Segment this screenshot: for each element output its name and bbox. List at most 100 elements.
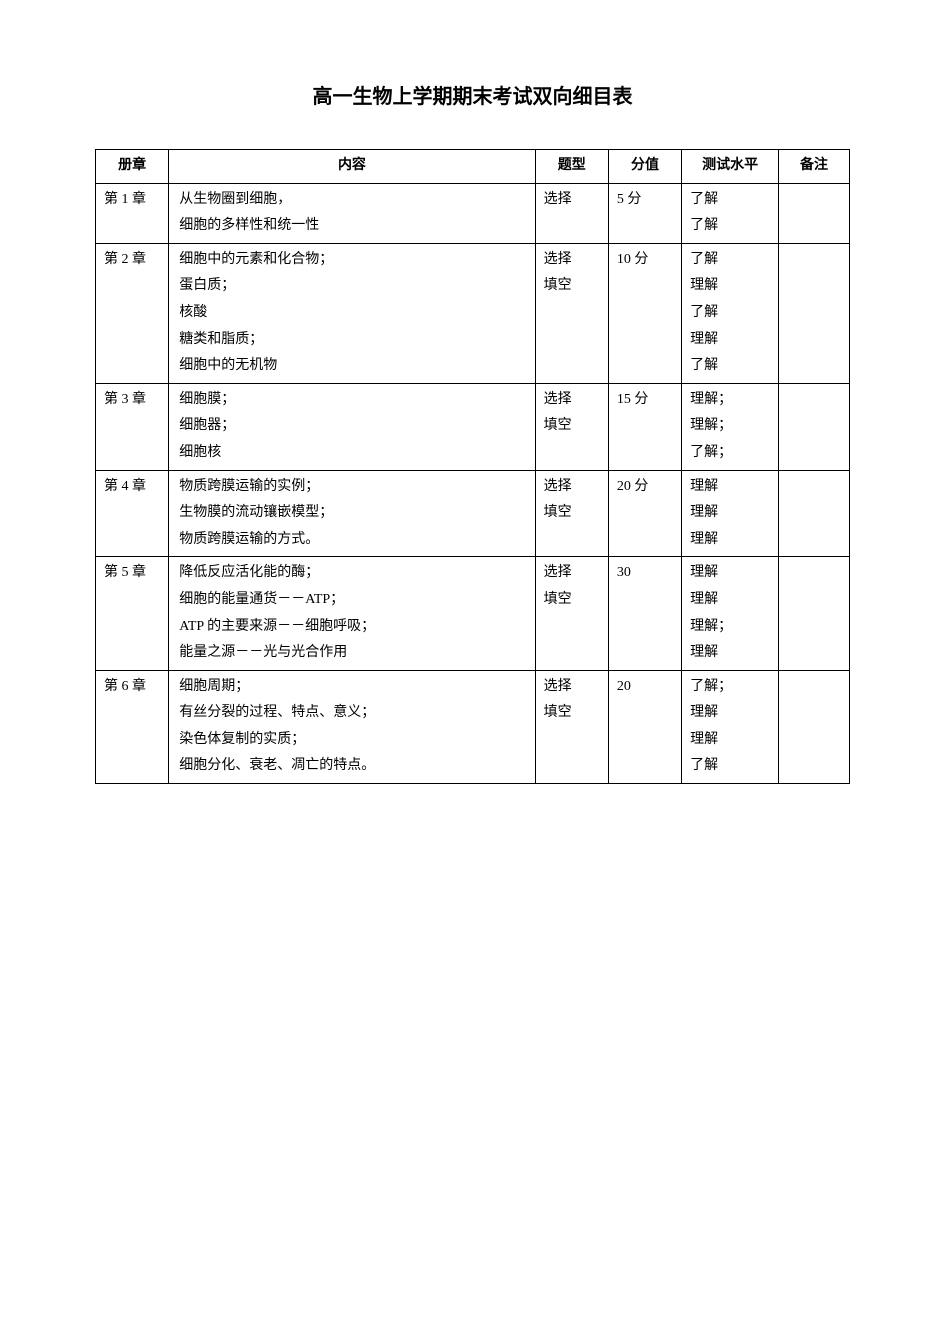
cell-score: 5 分 — [608, 183, 681, 243]
type-line: 填空 — [544, 700, 600, 727]
cell-type: 选择填空 — [535, 670, 608, 783]
table-row: 第 5 章降低反应活化能的酶；细胞的能量通货－－ATP；ATP 的主要来源－－细… — [96, 557, 850, 670]
content-line: 糖类和脂质； — [179, 327, 526, 354]
content-line: 蛋白质； — [179, 273, 526, 300]
level-line: 了解 — [690, 753, 770, 780]
cell-level: 了解了解 — [682, 183, 779, 243]
level-line: 理解 — [690, 640, 770, 667]
cell-chapter: 第 4 章 — [96, 470, 169, 557]
table-row: 第 4 章物质跨膜运输的实例；生物膜的流动镶嵌模型；物质跨膜运输的方式。选择填空… — [96, 470, 850, 557]
level-line: 理解 — [690, 500, 770, 527]
cell-level: 理解理解理解；理解 — [682, 557, 779, 670]
table-row: 第 6 章细胞周期；有丝分裂的过程、特点、意义；染色体复制的实质；细胞分化、衰老… — [96, 670, 850, 783]
header-score: 分值 — [608, 150, 681, 184]
cell-remark — [779, 557, 850, 670]
cell-level: 理解；理解；了解； — [682, 383, 779, 470]
cell-type: 选择填空 — [535, 557, 608, 670]
content-line: 细胞器； — [179, 413, 526, 440]
level-line: 理解 — [690, 560, 770, 587]
content-line: 细胞分化、衰老、凋亡的特点。 — [179, 753, 526, 780]
type-line: 填空 — [544, 273, 600, 300]
content-line: 细胞膜； — [179, 387, 526, 414]
content-line: 从生物圈到细胞， — [179, 187, 526, 214]
type-line: 选择 — [544, 187, 600, 214]
type-line: 填空 — [544, 413, 600, 440]
level-line: 了解； — [690, 674, 770, 701]
content-line: 染色体复制的实质； — [179, 727, 526, 754]
cell-chapter: 第 1 章 — [96, 183, 169, 243]
table-row: 第 3 章细胞膜；细胞器；细胞核选择填空15 分理解；理解；了解； — [96, 383, 850, 470]
level-line: 理解 — [690, 273, 770, 300]
level-line: 理解； — [690, 614, 770, 641]
level-line: 了解 — [690, 213, 770, 240]
cell-score: 20 分 — [608, 470, 681, 557]
content-line: 能量之源－－光与光合作用 — [179, 640, 526, 667]
cell-score: 15 分 — [608, 383, 681, 470]
cell-chapter: 第 3 章 — [96, 383, 169, 470]
level-line: 理解 — [690, 727, 770, 754]
content-line: 降低反应活化能的酶； — [179, 560, 526, 587]
cell-type: 选择填空 — [535, 243, 608, 383]
level-line: 了解； — [690, 440, 770, 467]
cell-content: 物质跨膜运输的实例；生物膜的流动镶嵌模型；物质跨膜运输的方式。 — [169, 470, 535, 557]
level-line: 理解 — [690, 700, 770, 727]
cell-content: 细胞中的元素和化合物；蛋白质；核酸糖类和脂质；细胞中的无机物 — [169, 243, 535, 383]
cell-score: 30 — [608, 557, 681, 670]
content-line: 细胞周期； — [179, 674, 526, 701]
level-line: 理解 — [690, 587, 770, 614]
type-line: 选择 — [544, 674, 600, 701]
header-remark: 备注 — [779, 150, 850, 184]
cell-content: 从生物圈到细胞，细胞的多样性和统一性 — [169, 183, 535, 243]
content-line: 核酸 — [179, 300, 526, 327]
content-line: 物质跨膜运输的方式。 — [179, 527, 526, 554]
cell-content: 降低反应活化能的酶；细胞的能量通货－－ATP；ATP 的主要来源－－细胞呼吸；能… — [169, 557, 535, 670]
cell-level: 理解理解理解 — [682, 470, 779, 557]
page-title: 高一生物上学期期末考试双向细目表 — [95, 80, 850, 109]
cell-type: 选择 — [535, 183, 608, 243]
type-line: 填空 — [544, 587, 600, 614]
cell-chapter: 第 2 章 — [96, 243, 169, 383]
level-line: 理解 — [690, 327, 770, 354]
type-line: 选择 — [544, 560, 600, 587]
cell-remark — [779, 243, 850, 383]
level-line: 了解 — [690, 353, 770, 380]
level-line: 理解 — [690, 474, 770, 501]
content-line: 细胞中的元素和化合物； — [179, 247, 526, 274]
level-line: 了解 — [690, 187, 770, 214]
cell-level: 了解；理解理解了解 — [682, 670, 779, 783]
cell-score: 20 — [608, 670, 681, 783]
table-body: 第 1 章从生物圈到细胞，细胞的多样性和统一性选择5 分了解了解第 2 章细胞中… — [96, 183, 850, 783]
content-line: 细胞中的无机物 — [179, 353, 526, 380]
content-line: 有丝分裂的过程、特点、意义； — [179, 700, 526, 727]
type-line: 选择 — [544, 247, 600, 274]
cell-content: 细胞膜；细胞器；细胞核 — [169, 383, 535, 470]
table-row: 第 2 章细胞中的元素和化合物；蛋白质；核酸糖类和脂质；细胞中的无机物选择填空1… — [96, 243, 850, 383]
content-line: 细胞的能量通货－－ATP； — [179, 587, 526, 614]
header-row: 册章 内容 题型 分值 测试水平 备注 — [96, 150, 850, 184]
cell-remark — [779, 470, 850, 557]
cell-remark — [779, 670, 850, 783]
content-line: 物质跨膜运输的实例； — [179, 474, 526, 501]
level-line: 理解 — [690, 527, 770, 554]
content-line: 细胞核 — [179, 440, 526, 467]
type-line: 选择 — [544, 387, 600, 414]
header-chapter: 册章 — [96, 150, 169, 184]
level-line: 了解 — [690, 300, 770, 327]
type-line: 选择 — [544, 474, 600, 501]
cell-type: 选择填空 — [535, 470, 608, 557]
content-line: 细胞的多样性和统一性 — [179, 213, 526, 240]
header-type: 题型 — [535, 150, 608, 184]
cell-content: 细胞周期；有丝分裂的过程、特点、意义；染色体复制的实质；细胞分化、衰老、凋亡的特… — [169, 670, 535, 783]
cell-chapter: 第 6 章 — [96, 670, 169, 783]
type-line: 填空 — [544, 500, 600, 527]
cell-level: 了解理解了解理解了解 — [682, 243, 779, 383]
level-line: 理解； — [690, 387, 770, 414]
table-row: 第 1 章从生物圈到细胞，细胞的多样性和统一性选择 5 分了解了解 — [96, 183, 850, 243]
header-content: 内容 — [169, 150, 535, 184]
header-level: 测试水平 — [682, 150, 779, 184]
cell-remark — [779, 183, 850, 243]
cell-chapter: 第 5 章 — [96, 557, 169, 670]
content-line: ATP 的主要来源－－细胞呼吸； — [179, 614, 526, 641]
level-line: 理解； — [690, 413, 770, 440]
spec-table: 册章 内容 题型 分值 测试水平 备注 第 1 章从生物圈到细胞，细胞的多样性和… — [95, 149, 850, 784]
